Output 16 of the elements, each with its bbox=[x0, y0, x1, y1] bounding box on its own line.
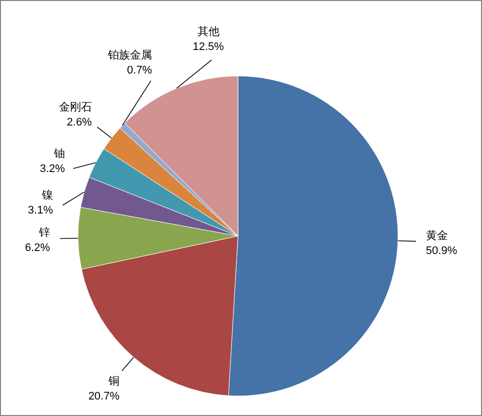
slice-label: 铀 bbox=[52, 148, 65, 160]
slice-label: 黄金 bbox=[426, 228, 448, 242]
slice-label: 镍 bbox=[41, 189, 54, 202]
data-label: 3.2% bbox=[40, 163, 66, 176]
data-label: 3.1% bbox=[28, 204, 54, 216]
data-label: 0.7% bbox=[127, 64, 152, 77]
data-label: 6.2% bbox=[24, 242, 50, 254]
data-label: 12.5% bbox=[192, 41, 224, 54]
slice-label: 铂族金属 bbox=[107, 48, 152, 62]
data-label: 50.9% bbox=[426, 244, 458, 257]
slice-label: 金刚石 bbox=[58, 102, 92, 114]
data-label: 2.6% bbox=[66, 116, 92, 129]
slice-label: 其他 bbox=[197, 25, 220, 38]
data-label: 20.7% bbox=[88, 390, 120, 403]
slice-label: 锌 bbox=[38, 226, 50, 239]
slice-label: 铜 bbox=[108, 376, 120, 388]
